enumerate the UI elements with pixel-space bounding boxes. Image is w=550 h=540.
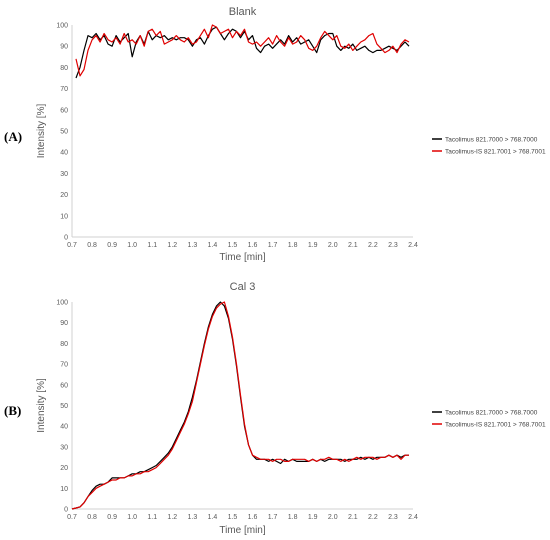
y-tick-label: 80 bbox=[60, 341, 68, 348]
x-tick-label: 1.4 bbox=[208, 514, 218, 521]
x-tick-label: 2.4 bbox=[408, 242, 418, 249]
y-tick-label: 40 bbox=[60, 150, 68, 157]
y-tick-label: 30 bbox=[60, 444, 68, 451]
chart-blank: Blank 0 10 20 30 40 50 60 70 80 90 100 0.7 0.8 0.9 1.0 1… bbox=[36, 6, 546, 263]
chart-title: Blank bbox=[229, 6, 257, 18]
chart-cal-3: Cal 3 0 10 20 30 40 50 60 70 80 90 100 0.7 0.8 0.9 1.0 1… bbox=[36, 281, 546, 536]
x-tick-label: 0.9 bbox=[107, 242, 117, 249]
panel-label-a: (A) bbox=[4, 129, 22, 144]
y-tick-label: 60 bbox=[60, 382, 68, 389]
y-tick-label: 10 bbox=[60, 213, 68, 220]
x-tick-label: 1.8 bbox=[288, 514, 298, 521]
y-tick-label: 10 bbox=[60, 486, 68, 493]
x-tick-label: 1.0 bbox=[127, 242, 137, 249]
y-tick-label: 50 bbox=[60, 129, 68, 136]
x-tick-label: 1.2 bbox=[167, 514, 177, 521]
x-tick-label: 1.1 bbox=[147, 242, 157, 249]
x-tick-label: 2.0 bbox=[328, 242, 338, 249]
y-tick-label: 30 bbox=[60, 171, 68, 178]
y-tick-label: 80 bbox=[60, 65, 68, 72]
x-tick-label: 1.7 bbox=[268, 514, 278, 521]
legend-label: Tacolimus 821.7000 > 768.7000 bbox=[445, 409, 538, 416]
y-tick-label: 40 bbox=[60, 424, 68, 431]
series-line-tacolimus-is bbox=[75, 24, 410, 77]
legend-label: Tacolimus-IS 821.7001 > 768.7001 bbox=[445, 421, 546, 428]
x-tick-label: 0.7 bbox=[67, 514, 77, 521]
x-tick-label: 1.4 bbox=[208, 242, 218, 249]
x-tick-label: 1.6 bbox=[248, 514, 258, 521]
y-tick-label: 20 bbox=[60, 192, 68, 199]
y-tick-label: 100 bbox=[56, 23, 68, 30]
legend-label: Tacolimus 821.7000 > 768.7000 bbox=[445, 136, 538, 143]
x-tick-label: 0.9 bbox=[107, 514, 117, 521]
x-axis-title: Time [min] bbox=[219, 525, 266, 536]
y-tick-label: 90 bbox=[60, 44, 68, 51]
x-tick-label: 2.3 bbox=[388, 242, 398, 249]
x-tick-label: 1.0 bbox=[127, 514, 137, 521]
x-tick-label: 1.5 bbox=[228, 242, 238, 249]
panel-label-b: (B) bbox=[4, 403, 21, 418]
y-tick-label: 50 bbox=[60, 403, 68, 410]
x-tick-label: 1.3 bbox=[187, 514, 197, 521]
y-axis-title: Intensity [%] bbox=[36, 104, 47, 159]
x-tick-label: 2.0 bbox=[328, 514, 338, 521]
x-tick-label: 2.4 bbox=[408, 514, 418, 521]
legend-label: Tacolimus-IS 821.7001 > 768.7001 bbox=[445, 148, 546, 155]
y-tick-label: 70 bbox=[60, 362, 68, 369]
y-tick-label: 60 bbox=[60, 107, 68, 114]
x-tick-label: 1.5 bbox=[228, 514, 238, 521]
x-tick-label: 0.8 bbox=[87, 242, 97, 249]
x-axis-title: Time [min] bbox=[219, 252, 266, 263]
x-tick-label: 1.9 bbox=[308, 514, 318, 521]
y-tick-label: 20 bbox=[60, 465, 68, 472]
x-tick-label: 1.9 bbox=[308, 242, 318, 249]
y-axis-title: Intensity [%] bbox=[36, 378, 47, 433]
y-tick-label: 90 bbox=[60, 320, 68, 327]
x-tick-label: 2.3 bbox=[388, 514, 398, 521]
x-tick-label: 1.1 bbox=[147, 514, 157, 521]
x-tick-label: 2.1 bbox=[348, 514, 358, 521]
x-tick-label: 2.2 bbox=[368, 514, 378, 521]
x-tick-label: 1.3 bbox=[187, 242, 197, 249]
y-tick-label: 0 bbox=[64, 507, 68, 514]
y-tick-label: 70 bbox=[60, 86, 68, 93]
x-tick-label: 0.7 bbox=[67, 242, 77, 249]
series-line-tacolimus-is bbox=[71, 301, 409, 510]
x-tick-label: 1.6 bbox=[248, 242, 258, 249]
series-line-tacolimus bbox=[75, 26, 410, 79]
chart-title: Cal 3 bbox=[230, 281, 256, 293]
x-tick-label: 1.7 bbox=[268, 242, 278, 249]
y-tick-label: 0 bbox=[64, 235, 68, 242]
x-tick-label: 0.8 bbox=[87, 514, 97, 521]
y-tick-label: 100 bbox=[56, 300, 68, 307]
x-tick-label: 1.8 bbox=[288, 242, 298, 249]
x-tick-label: 2.1 bbox=[348, 242, 358, 249]
x-tick-label: 1.2 bbox=[167, 242, 177, 249]
x-tick-label: 2.2 bbox=[368, 242, 378, 249]
